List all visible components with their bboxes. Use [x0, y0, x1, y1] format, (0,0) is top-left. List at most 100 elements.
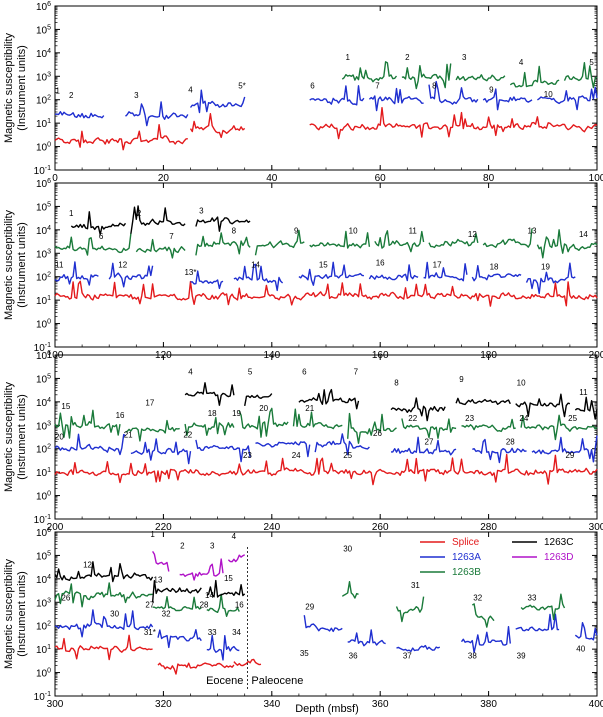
core-label: 23 [243, 451, 252, 460]
data-line-1263a [574, 622, 598, 641]
data-line-splice [54, 634, 153, 661]
series-1263a [54, 261, 576, 295]
data-line-1263b [206, 593, 240, 617]
y-axis-label: (Instrument units) [16, 45, 28, 131]
data-line-1263b [54, 233, 132, 256]
x-tick-label: 400 [589, 699, 603, 710]
core-label: 38 [468, 651, 477, 660]
data-line-1263a [189, 89, 246, 114]
core-label: 13* [184, 268, 196, 277]
core-label: 19 [541, 263, 550, 272]
data-line-1263b [135, 238, 186, 259]
data-line-1263a [423, 261, 468, 282]
y-tick-label: 10-1 [34, 165, 51, 177]
data-line-1263a [255, 441, 311, 458]
series-1263a [54, 80, 598, 127]
y-tick-label: 101 [36, 295, 51, 307]
data-line-1263a [428, 80, 479, 105]
y-axis-label: Magnetic susceptibility [3, 32, 15, 143]
core-label: 22 [183, 431, 192, 440]
x-tick-label: 280 [480, 522, 497, 533]
data-line-splice [157, 662, 235, 675]
data-line-1263a [195, 439, 251, 463]
data-line-1263c [195, 216, 251, 232]
data-line-1263a [54, 609, 154, 638]
legend-label: 1263D [544, 552, 573, 563]
data-line-splice [54, 453, 598, 486]
core-label: 9 [489, 86, 494, 95]
core-label: 12 [83, 561, 92, 570]
series-1263c [70, 205, 251, 236]
data-line-1263b [482, 228, 533, 249]
core-label: 30 [343, 544, 352, 553]
y-tick-label: 105 [36, 24, 51, 36]
y-tick-label: 103 [36, 71, 51, 83]
y-tick-label: 106 [36, 527, 51, 539]
data-line-1263b [254, 229, 305, 256]
data-line-1263a [54, 433, 126, 456]
core-label: 1 [150, 530, 155, 539]
legend: Splice 1263C 1263A 1263D 1263B [420, 537, 573, 578]
series-splice [54, 280, 598, 307]
data-line-1263d [152, 551, 170, 572]
data-line-1263b [374, 230, 425, 253]
y-tick-label: 100 [36, 491, 51, 503]
core-label: 18 [208, 409, 217, 418]
data-line-1263a [108, 262, 154, 288]
core-label: 1 [55, 87, 60, 96]
core-label: 29 [565, 451, 574, 460]
data-line-1263b [54, 409, 121, 439]
data-line-1263a [482, 88, 533, 111]
data-line-1263b [428, 232, 479, 249]
y-axis-label: Magnetic susceptibility [3, 558, 15, 669]
core-label: 13 [154, 575, 163, 584]
core-label: 4 [232, 532, 237, 541]
data-line-1263a [314, 433, 370, 456]
panel-frame [54, 5, 598, 171]
x-tick-label: 40 [266, 173, 278, 184]
data-line-1263a [460, 626, 511, 654]
core-label: 28 [506, 438, 515, 447]
data-line-1263b [195, 232, 251, 256]
core-label: 21 [305, 404, 314, 413]
core-label: 19 [232, 409, 241, 418]
data-line-1263a [537, 86, 598, 111]
core-label: 21 [124, 431, 133, 440]
core-label: 24 [519, 414, 528, 423]
y-tick-label: 103 [36, 248, 51, 260]
data-line-1263c [70, 211, 127, 236]
core-label: 28 [200, 600, 209, 609]
core-label: 14 [579, 230, 588, 239]
core-label: 29 [305, 602, 314, 611]
core-label: 10 [517, 378, 526, 387]
core-label: 16 [116, 411, 125, 420]
data-line-1263b [520, 414, 598, 441]
x-tick-label: 240 [263, 522, 280, 533]
series-1263b [54, 228, 598, 259]
y-tick-label: 104 [36, 574, 51, 586]
x-tick-label: 380 [480, 699, 497, 710]
data-line-1263a [347, 629, 386, 647]
data-line-1263a [298, 261, 365, 286]
x-tick-label: 100 [589, 173, 603, 184]
core-label: 2 [405, 53, 410, 62]
data-line-1263a [157, 629, 202, 649]
data-line-1263a [472, 438, 527, 464]
core-label: 12 [468, 230, 477, 239]
x-tick-label: 200 [47, 522, 64, 533]
data-line-1263a [54, 110, 105, 119]
data-line-1263b [292, 408, 343, 430]
data-line-1263b [152, 596, 202, 612]
core-label: 31* [144, 628, 156, 637]
x-tick-label: 20 [158, 173, 170, 184]
core-label: 25 [343, 451, 352, 460]
data-line-1263a [206, 634, 240, 661]
y-axis-label: Magnetic susceptibility [3, 209, 15, 320]
core-label: 20 [55, 432, 64, 441]
y-axis-label: (Instrument units) [16, 222, 28, 308]
data-line-1263b [520, 593, 566, 621]
series-1263c [54, 561, 246, 603]
core-label: 18 [490, 263, 499, 272]
